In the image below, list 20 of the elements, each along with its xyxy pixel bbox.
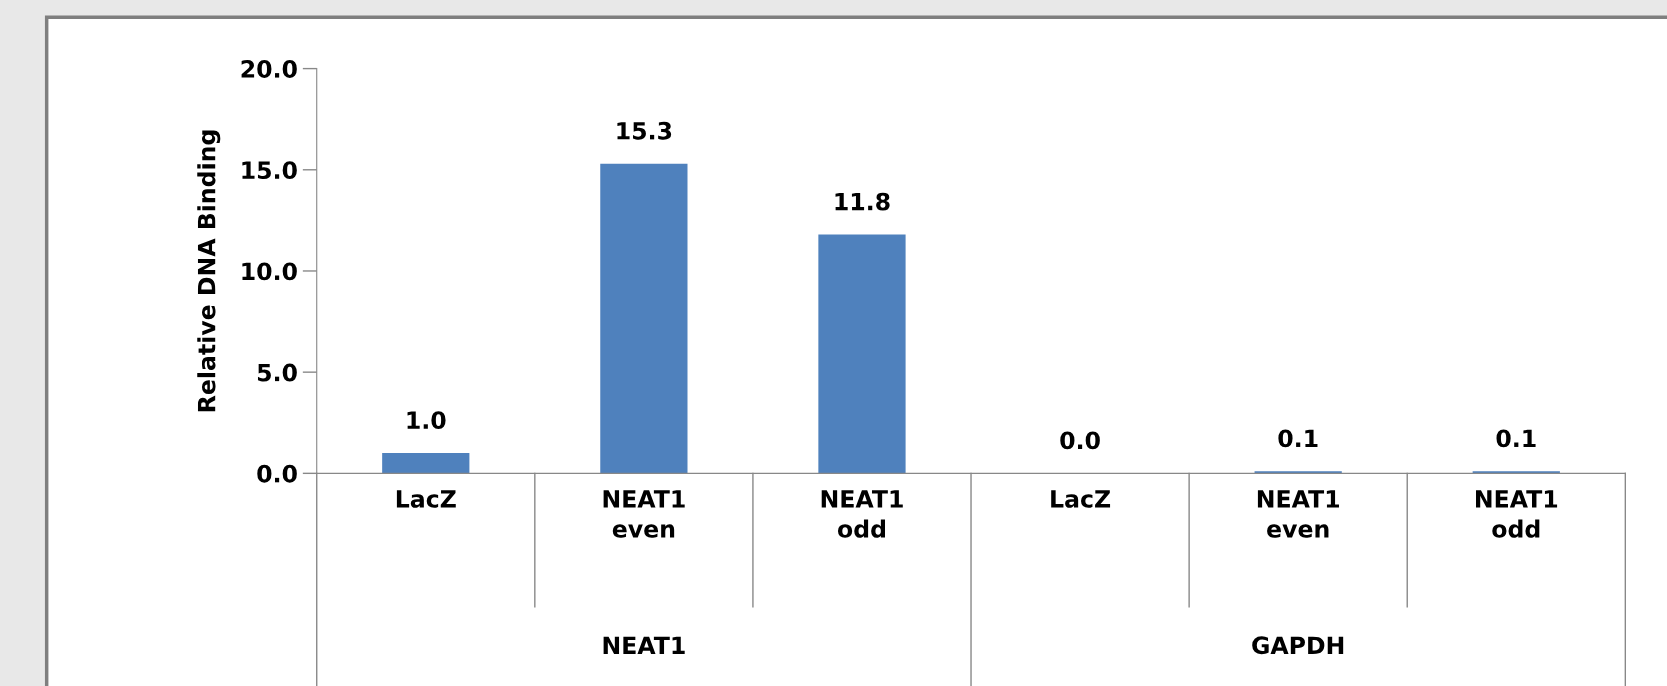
data-label: 11.8	[835, 192, 890, 211]
text: NEAT1	[603, 636, 685, 654]
data-label: 0.1	[1278, 429, 1318, 448]
y-axis-title: Relative DNA Binding	[197, 130, 221, 412]
data-label: 0.1	[1496, 429, 1536, 448]
text: GAPDH	[1252, 636, 1344, 655]
x-tick-label: NEAT1 odd	[821, 490, 903, 538]
data-label: 1.0	[407, 411, 446, 430]
x-tick-label: NEAT1 even	[1257, 490, 1339, 538]
data-label: 0.0	[1060, 431, 1100, 450]
x-tick-label: LacZ	[1051, 490, 1111, 508]
x-tick-label: NEAT1 odd	[1476, 490, 1558, 538]
x-tick-label: LacZ	[396, 490, 456, 508]
y-tick-label: 20.0	[241, 60, 297, 78]
x-tick-label: NEAT1 even	[603, 490, 685, 538]
y-tick-label: 15.0	[242, 161, 297, 180]
y-tick-label: 0.0	[257, 464, 297, 483]
data-label: 15.3	[617, 121, 672, 140]
y-tick-label: 5.0	[257, 363, 297, 382]
y-tick-label: 10.0	[242, 262, 297, 281]
